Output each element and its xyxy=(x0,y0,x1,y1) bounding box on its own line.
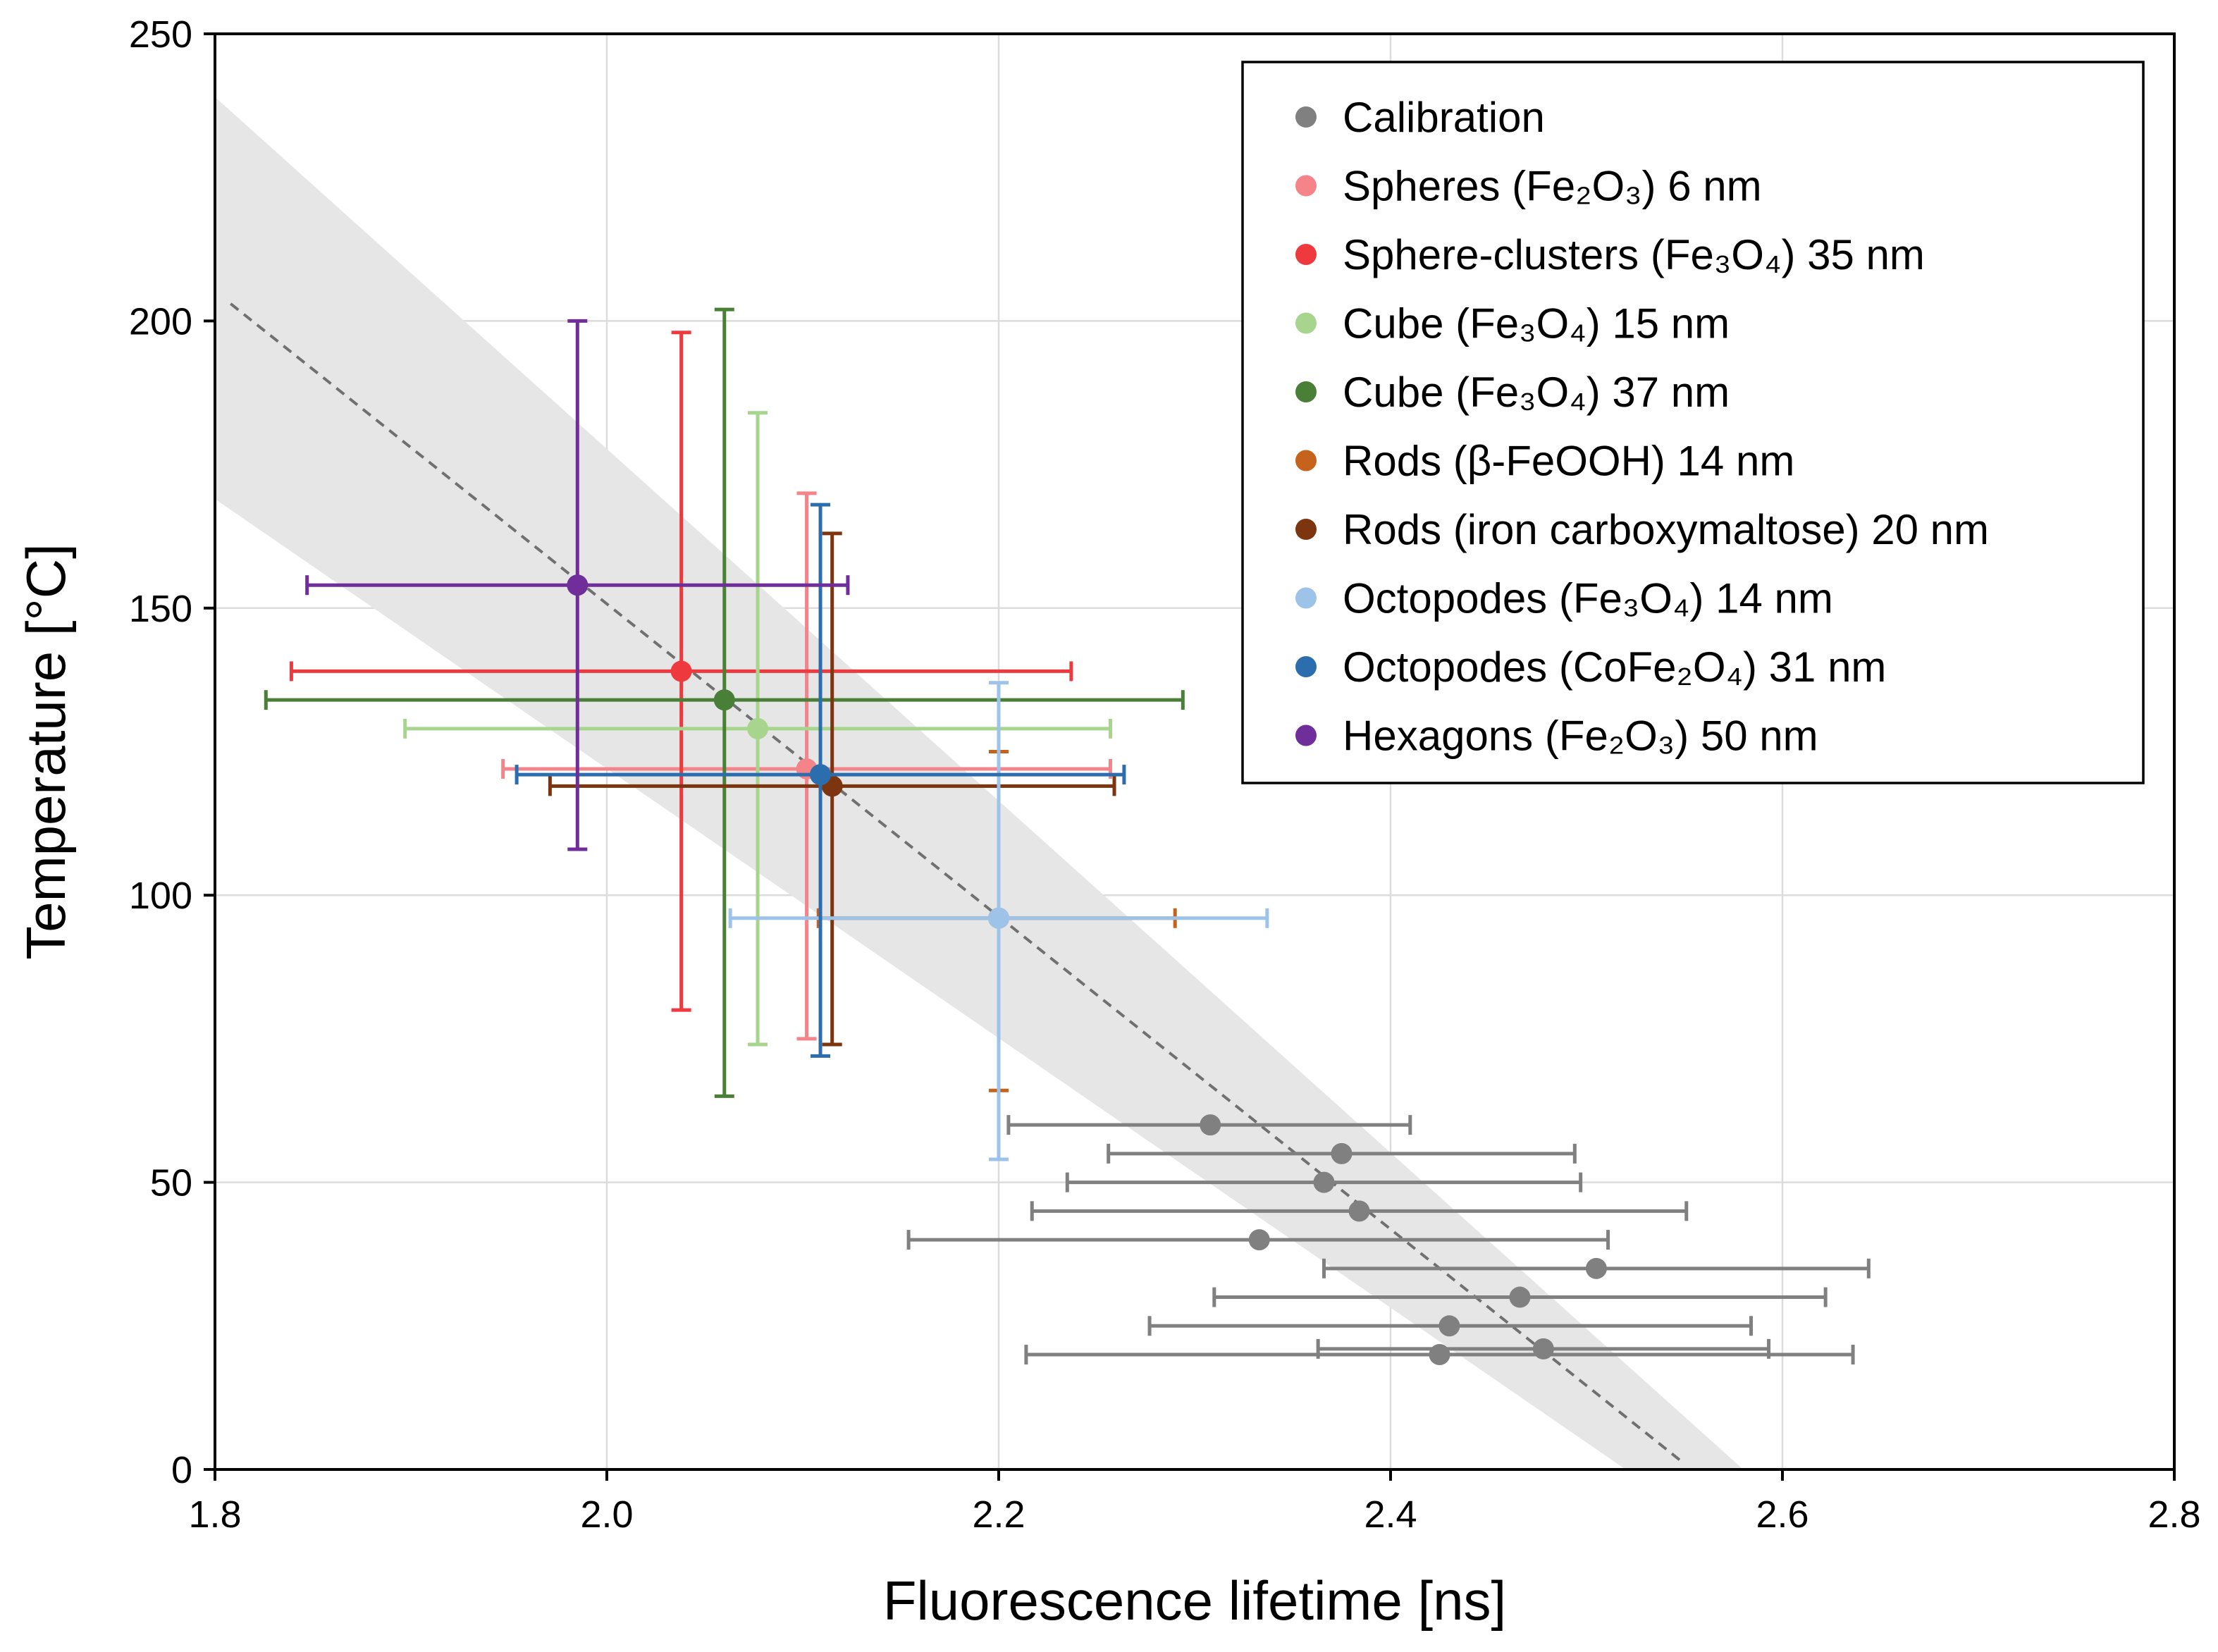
y-tick-label: 50 xyxy=(150,1162,192,1204)
x-tick-label: 2.2 xyxy=(972,1493,1025,1536)
legend-label: Octopodes (Fe₃O₄) 14 nm xyxy=(1343,575,1833,622)
y-tick-label: 250 xyxy=(129,13,192,56)
legend-item: Rods (iron carboxymaltose) 20 nm xyxy=(1295,506,1989,553)
legend-item: Octopodes (Fe₃O₄) 14 nm xyxy=(1295,575,1833,622)
legend-label: Rods (β-FeOOH) 14 nm xyxy=(1343,438,1794,485)
legend-marker xyxy=(1295,106,1317,128)
data-point xyxy=(1438,1315,1460,1337)
data-point xyxy=(1331,1142,1353,1164)
legend-marker xyxy=(1295,244,1317,265)
y-tick-label: 100 xyxy=(129,875,192,917)
legend-box xyxy=(1241,61,2145,784)
y-tick-label: 150 xyxy=(129,588,192,630)
legend-item: Cube (Fe₃O₄) 37 nm xyxy=(1295,369,1730,416)
data-point xyxy=(1313,1171,1335,1193)
data-point xyxy=(713,689,735,711)
x-tick-label: 1.8 xyxy=(188,1493,241,1536)
legend-label: Hexagons (Fe₂O₃) 50 nm xyxy=(1343,713,1818,760)
series-8 xyxy=(515,503,1126,1058)
data-point xyxy=(1585,1257,1607,1279)
data-point xyxy=(1348,1200,1370,1222)
y-tick-label: 0 xyxy=(171,1449,192,1491)
legend-label: Cube (Fe₃O₄) 15 nm xyxy=(1343,300,1730,347)
legend-item: Sphere-clusters (Fe₃O₄) 35 nm xyxy=(1295,231,1925,278)
x-tick-label: 2.4 xyxy=(1364,1493,1417,1536)
x-tick-label: 2.8 xyxy=(2148,1493,2200,1536)
legend-item: Hexagons (Fe₂O₃) 50 nm xyxy=(1295,713,1818,760)
legend-label: Spheres (Fe₂O₃) 6 nm xyxy=(1343,163,1762,210)
data-point xyxy=(1429,1344,1450,1366)
legend-marker xyxy=(1295,381,1317,402)
data-point xyxy=(810,764,832,786)
legend-item: Spheres (Fe₂O₃) 6 nm xyxy=(1295,163,1762,210)
legend-label: Octopodes (CoFe₂O₄) 31 nm xyxy=(1343,643,1886,691)
legend-marker xyxy=(1295,587,1317,609)
legend-marker xyxy=(1295,175,1317,197)
data-point xyxy=(1509,1286,1531,1308)
plot-frame xyxy=(214,32,2176,1471)
data-point xyxy=(747,717,769,739)
data-point xyxy=(988,907,1009,929)
legend-item: Octopodes (CoFe₂O₄) 31 nm xyxy=(1295,643,1886,691)
data-point xyxy=(670,660,692,682)
data-point xyxy=(1200,1114,1221,1136)
y-axis-title: Temperature [°C] xyxy=(15,543,77,959)
legend-item: Calibration xyxy=(1295,94,1545,141)
legend-item: Cube (Fe₃O₄) 15 nm xyxy=(1295,300,1730,347)
data-layer xyxy=(264,307,1871,1366)
legend-item: Rods (β-FeOOH) 14 nm xyxy=(1295,438,1794,485)
data-point xyxy=(1248,1229,1270,1251)
legend-marker xyxy=(1295,725,1317,746)
series-3 xyxy=(403,411,1112,1047)
legend-marker xyxy=(1295,656,1317,677)
y-tick-label: 200 xyxy=(129,300,192,343)
series-0 xyxy=(906,1114,1871,1366)
fit-line-layer xyxy=(229,302,1686,1465)
legend-label: Cube (Fe₃O₄) 37 nm xyxy=(1343,369,1730,416)
x-tick-label: 2.0 xyxy=(580,1493,633,1536)
legend-marker xyxy=(1295,312,1317,334)
legend-label: Calibration xyxy=(1343,94,1545,141)
x-tick-label: 2.6 xyxy=(1756,1493,1809,1536)
legend-label: Sphere-clusters (Fe₃O₄) 35 nm xyxy=(1343,231,1925,278)
series-6 xyxy=(548,531,1116,1047)
axis-ticks: 1.8 2.0 2.2 2.4 2.6 2.8 0 50 100 150 200 250 xyxy=(129,13,2201,1536)
x-axis-title: Fluorescence lifetime [ns] xyxy=(883,1570,1506,1632)
legend: Calibration Spheres (Fe₂O₃) 6 nm Sphere-cl… xyxy=(1241,61,2145,784)
legend-marker xyxy=(1295,519,1317,540)
fit-line xyxy=(229,302,1686,1465)
series-9 xyxy=(305,319,850,851)
legend-items: Calibration Spheres (Fe₂O₃) 6 nm Sphere-cl… xyxy=(1295,94,1989,760)
legend-marker xyxy=(1295,450,1317,471)
series-2 xyxy=(289,331,1073,1012)
data-point xyxy=(567,574,589,596)
series-4 xyxy=(264,307,1185,1098)
legend-label: Rods (iron carboxymaltose) 20 nm xyxy=(1343,506,1989,553)
